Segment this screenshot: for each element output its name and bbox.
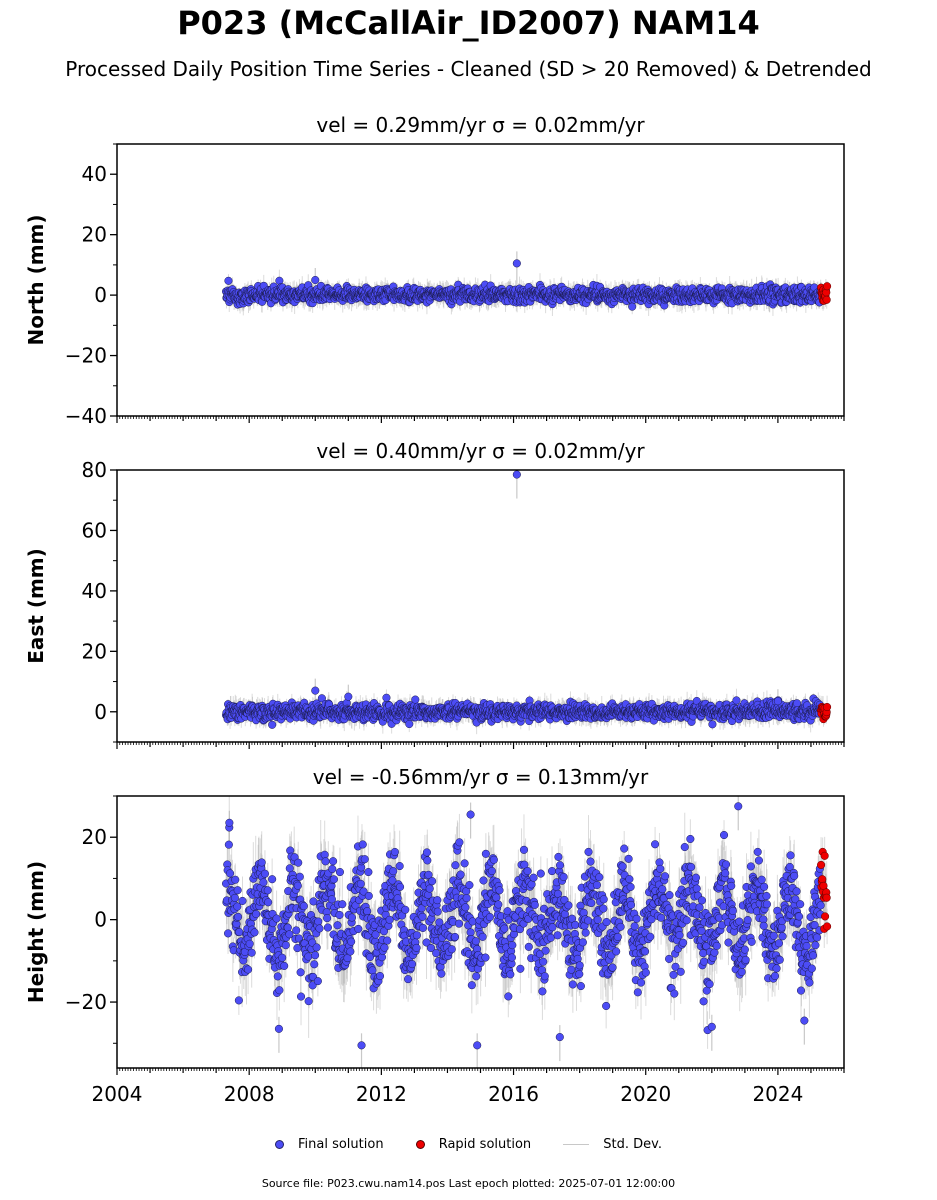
final-points-east: [222, 470, 825, 729]
y-tick-label: 40: [82, 162, 107, 186]
chart-subtitle: Processed Daily Position Time Series - C…: [65, 57, 872, 81]
final-point: [628, 302, 637, 311]
final-point: [268, 720, 277, 729]
rapid-point: [823, 282, 832, 291]
y-axis-label-north: North (mm): [24, 214, 48, 345]
chart-title: P023 (McCallAir_ID2007) NAM14: [177, 4, 760, 42]
y-tick-label: 20: [82, 223, 107, 247]
panel-title-north: vel = 0.29mm/yr σ = 0.02mm/yr: [316, 113, 645, 137]
final-point: [512, 259, 521, 268]
final-point: [311, 275, 320, 285]
panel-title-east: vel = 0.40mm/yr σ = 0.02mm/yr: [316, 439, 645, 463]
final-points-north: [222, 259, 825, 311]
y-tick-label: −20: [65, 344, 107, 368]
rapid-points-north: [817, 282, 832, 305]
y-tick-label: 0: [94, 283, 107, 307]
y-tick-label: −40: [65, 404, 107, 428]
final-point: [224, 276, 233, 285]
y-axis-label-east: East (mm): [24, 548, 48, 664]
rapid-point: [822, 295, 831, 304]
